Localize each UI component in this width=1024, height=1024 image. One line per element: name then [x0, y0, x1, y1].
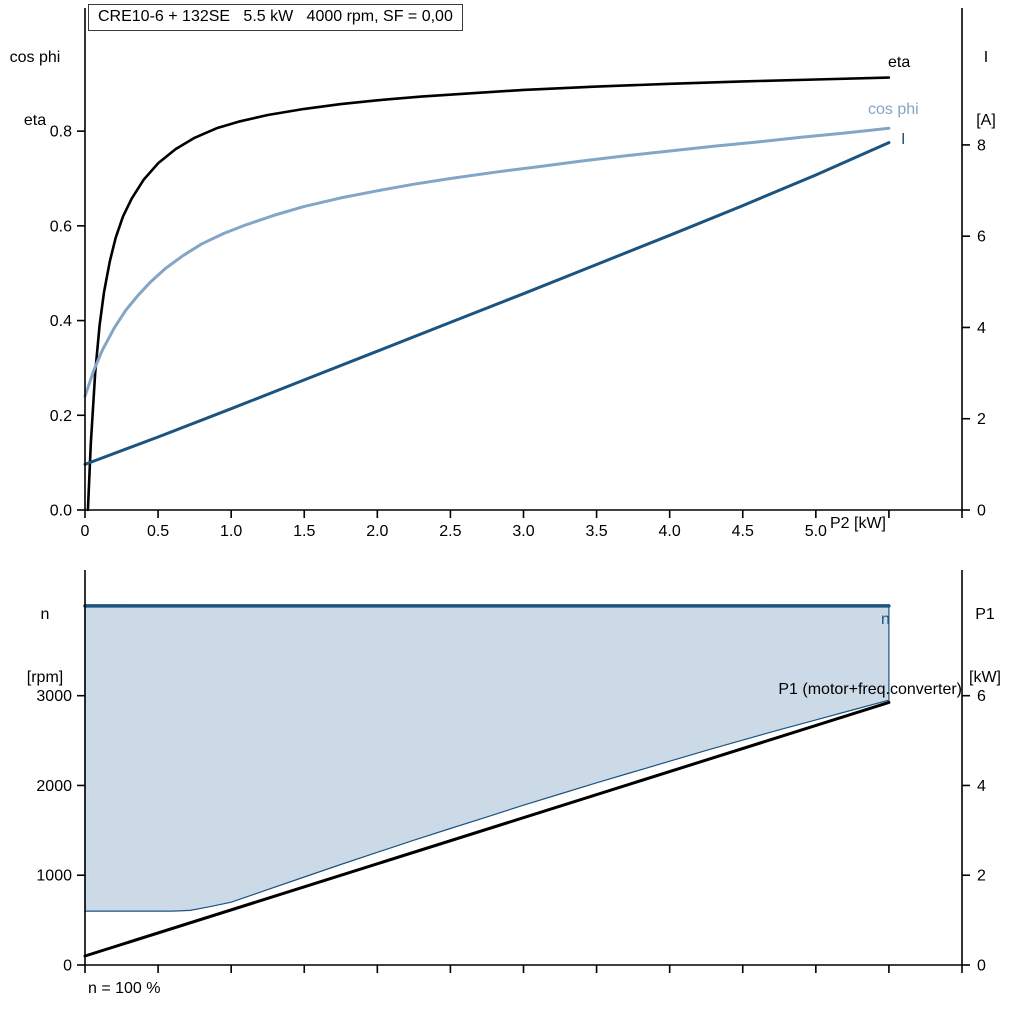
- x-tick-label: 3.5: [585, 523, 607, 540]
- left-tick-label: 3000: [36, 688, 72, 705]
- speed-axis-unit: [rpm]: [26, 669, 64, 686]
- p2-axis-label: P2 [kW]: [829, 515, 886, 532]
- eta-curve-label: eta: [888, 54, 911, 71]
- right-tick-label: 0: [977, 503, 986, 520]
- p1-axis-label: P1: [975, 606, 995, 623]
- left-tick-label: 0: [63, 958, 72, 975]
- right-tick-label: 4: [977, 778, 986, 795]
- right-tick-label: 6: [977, 229, 986, 246]
- right-tick-label: 2: [977, 411, 986, 428]
- x-tick-label: 2.5: [439, 523, 461, 540]
- x-tick-label: 1.0: [220, 523, 242, 540]
- right-tick-label: 2: [977, 868, 986, 885]
- eta-axis-label: eta: [23, 112, 47, 129]
- left-tick-label: 1000: [36, 868, 72, 885]
- speed-footnote: n = 100 %: [88, 980, 161, 997]
- bottom-left-axis-title: n [rpm]: [12, 562, 78, 730]
- x-tick-label: 5.0: [805, 523, 827, 540]
- curve-i: [83, 141, 891, 466]
- right-tick-label: 0: [977, 958, 986, 975]
- current-axis-label: I: [983, 49, 989, 66]
- p1-axis-unit: [kW]: [969, 669, 1001, 686]
- x-tick-label: 0: [81, 523, 90, 540]
- speed-curve-label: n: [881, 611, 890, 628]
- chart-title-box: CRE10-6 + 132SE 5.5 kW 4000 rpm, SF = 0,…: [88, 4, 463, 31]
- right-tick-label: 8: [977, 137, 986, 154]
- cos-phi-curve-label: cos phi: [868, 101, 919, 118]
- left-tick-label: 0.8: [50, 124, 72, 141]
- curve-eta: [86, 76, 891, 512]
- x-tick-label: 3.0: [512, 523, 534, 540]
- top-right-axis-title: I [A]: [956, 5, 1016, 173]
- speed-operating-range: [84, 605, 890, 912]
- x-tick-label: 2.0: [366, 523, 388, 540]
- left-tick-label: 0.2: [50, 408, 72, 425]
- left-tick-label: 0.6: [50, 218, 72, 235]
- speed-axis-label: n: [40, 606, 50, 623]
- top-left-axis-title: cos phi eta: [2, 5, 68, 173]
- curve-p1-motor-freq-converter: [83, 700, 891, 958]
- bottom-right-axis-title: P1 [kW]: [954, 562, 1016, 730]
- x-tick-label: 1.5: [293, 523, 315, 540]
- x-tick-label: 4.0: [659, 523, 681, 540]
- right-tick-label: 6: [977, 688, 986, 705]
- right-tick-label: 4: [977, 320, 986, 337]
- current-axis-unit: [A]: [976, 112, 996, 129]
- left-tick-label: 0.0: [50, 503, 72, 520]
- cos-phi-axis-label: cos phi: [9, 49, 61, 66]
- left-tick-label: 0.4: [50, 313, 72, 330]
- x-tick-label: 0.5: [147, 523, 169, 540]
- p1-curve-label: P1 (motor+freq.converter): [778, 681, 962, 698]
- current-curve-label: I: [901, 131, 906, 148]
- left-tick-label: 2000: [36, 778, 72, 795]
- x-tick-label: 4.5: [732, 523, 754, 540]
- curve-cos-phi: [83, 126, 891, 398]
